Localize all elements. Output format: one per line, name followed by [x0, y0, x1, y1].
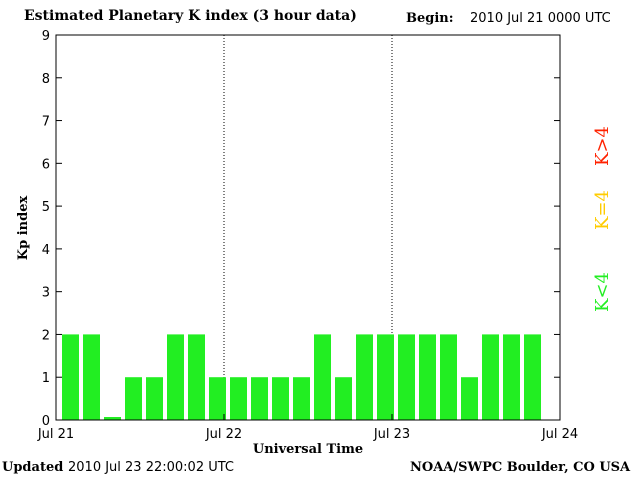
kp-bar [62, 334, 79, 420]
y-tick-label: 8 [42, 72, 50, 87]
kp-bar [440, 334, 457, 420]
y-tick-label: 4 [42, 243, 50, 258]
kp-bar [230, 377, 247, 420]
kp-bar [356, 334, 373, 420]
kp-bar [335, 377, 352, 420]
kp-bar [104, 417, 121, 420]
y-tick-label: 0 [42, 414, 50, 429]
x-tick-label: Jul 22 [205, 427, 242, 442]
kp-bar [167, 334, 184, 420]
kp-bar [503, 334, 520, 420]
legend-label: K>4 [592, 126, 613, 166]
y-axis-label: Kp index [16, 196, 31, 261]
updated-value: 2010 Jul 23 22:00:02 UTC [68, 460, 234, 475]
kp-bar [188, 334, 205, 420]
credit-text: NOAA/SWPC Boulder, CO USA [410, 460, 631, 475]
begin-value: 2010 Jul 21 0000 UTC [470, 11, 611, 26]
kp-bar [209, 377, 226, 420]
y-tick-label: 9 [42, 29, 50, 44]
kp-bar [83, 334, 100, 420]
kp-bar [146, 377, 163, 420]
legend-label: K<4 [592, 272, 613, 312]
y-tick-label: 5 [42, 200, 50, 215]
kp-bar [251, 377, 268, 420]
legend-label: K=4 [592, 190, 613, 230]
kp-bar [419, 334, 436, 420]
y-tick-label: 1 [42, 371, 50, 386]
kp-bar [377, 334, 394, 420]
kp-bar [461, 377, 478, 420]
begin-label: Begin: [406, 11, 454, 26]
chart-title: Estimated Planetary K index (3 hour data… [24, 8, 357, 24]
y-tick-label: 3 [42, 286, 50, 301]
x-tick-label: Jul 23 [373, 427, 410, 442]
y-tick-label: 6 [42, 157, 50, 172]
kp-bar [293, 377, 310, 420]
y-tick-label: 7 [42, 115, 50, 130]
kp-bar [482, 334, 499, 420]
kp-bar [272, 377, 289, 420]
plot-frame [55, 34, 561, 421]
kp-bar [314, 334, 331, 420]
y-tick-label: 2 [42, 328, 50, 343]
x-tick-label: Jul 24 [541, 427, 578, 442]
x-tick-label: Jul 21 [37, 427, 74, 442]
x-axis-label: Universal Time [253, 442, 363, 457]
kp-bar [524, 334, 541, 420]
updated-label: Updated [2, 460, 64, 475]
kp-bar [125, 377, 142, 420]
kp-bar [398, 334, 415, 420]
